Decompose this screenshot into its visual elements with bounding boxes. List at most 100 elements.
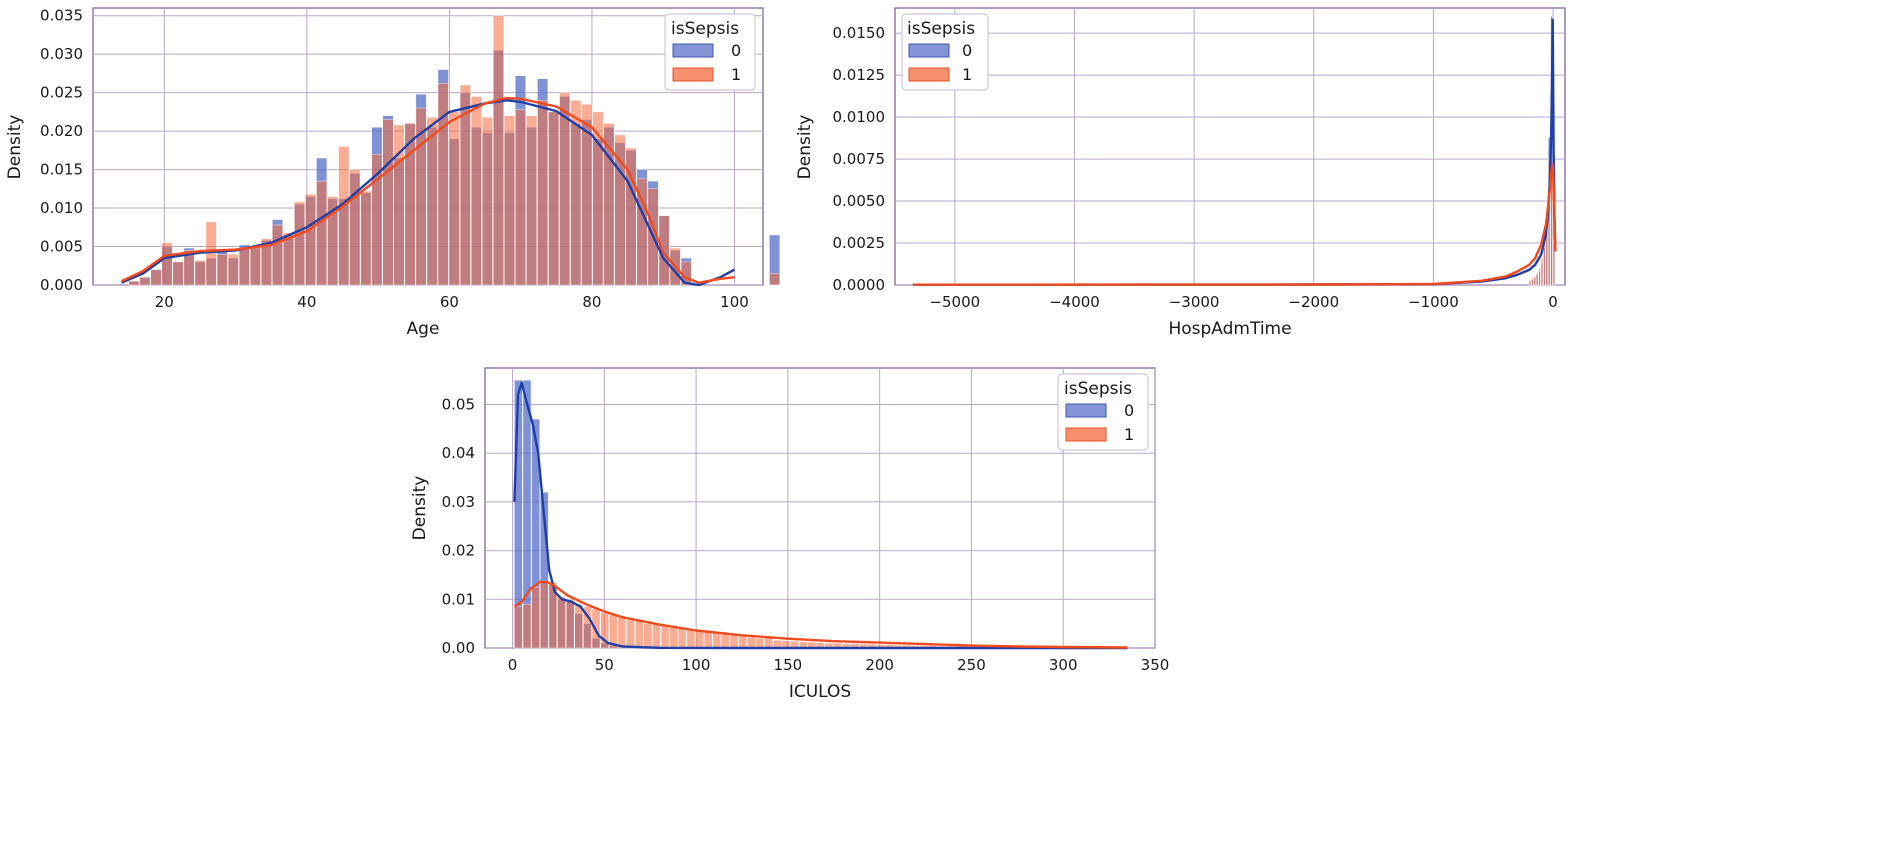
y-tick-label: 0.020	[40, 122, 83, 140]
kde-line-1	[513, 580, 1128, 649]
kde-curves	[120, 96, 736, 287]
x-tick-label: 150	[774, 656, 803, 674]
bar-series-1	[448, 111, 460, 286]
x-tick-label: 60	[440, 293, 459, 311]
y-tick-label: 0.0075	[833, 150, 886, 168]
y-tick-label: 0.04	[442, 444, 475, 462]
bar-series-1	[574, 603, 583, 649]
x-tick-label: 80	[582, 293, 601, 311]
bar-series-1	[1538, 268, 1541, 286]
bar-series-1	[338, 146, 350, 286]
bar-series-1	[526, 115, 538, 286]
bar-series-1	[769, 273, 781, 286]
bar-series-1	[581, 103, 593, 286]
x-tick-label: −2000	[1288, 293, 1339, 311]
kde-line-1	[912, 162, 1557, 286]
bar-series-1	[548, 111, 560, 286]
bar-series-1	[686, 629, 696, 649]
y-tick-label: 0.025	[40, 84, 83, 102]
y-axis-label: Density	[795, 115, 815, 180]
bar-series-1	[559, 92, 571, 286]
hospadmtime-density-panel: −5000 −4000 −3000 −2000 −1000 0 0.0000 0.0025 0.…	[795, 7, 1566, 339]
bar-series-1	[437, 83, 449, 286]
legend-label-1: 1	[1124, 425, 1134, 444]
bar-series-1	[634, 621, 644, 649]
age-density-panel: 20 40 60 80 100 0.000 0.005 0.010 0.015 0.020 0.02…	[5, 7, 781, 339]
bar-series-1	[493, 15, 504, 286]
y-tick-label: 0.005	[40, 238, 83, 256]
bar-series-1	[557, 596, 566, 649]
bar-series-1	[583, 606, 592, 649]
bar-series-1	[1540, 257, 1544, 286]
y-axis-label: Density	[410, 476, 430, 541]
bar-series-1	[712, 633, 722, 649]
bar-series-1	[139, 277, 151, 286]
bar-series-1	[371, 153, 383, 286]
x-axis-label: HospAdmTime	[1168, 319, 1291, 339]
x-tick-label: 40	[297, 293, 316, 311]
x-tick-label: 350	[1141, 656, 1170, 674]
legend-swatch-1	[672, 67, 714, 82]
legend-label-0: 0	[1124, 401, 1134, 420]
bar-series-1	[614, 134, 626, 286]
bar-series-1	[261, 238, 272, 286]
bar-series-1	[515, 109, 526, 286]
bar-series-1	[305, 194, 317, 286]
x-tick-label: −4000	[1049, 293, 1100, 311]
x-tick-label: 100	[682, 656, 711, 674]
y-tick-label: 0.01	[442, 590, 475, 608]
tick-labels: 0 50 100 150 200 250 300 350 0.00 0.01 0.02 0.03 0.0…	[442, 396, 1170, 674]
bar-series-1	[283, 232, 294, 286]
y-tick-label: 0.0150	[833, 24, 886, 42]
bar-series-1	[603, 123, 615, 286]
x-tick-label: 300	[1049, 656, 1078, 674]
legend-title: isSepsis	[1064, 379, 1132, 399]
x-tick-label: 250	[957, 656, 986, 674]
bar-series-1	[1528, 279, 1532, 286]
bar-series-1	[205, 221, 217, 286]
x-tick-label: 50	[595, 656, 614, 674]
bar-series-1	[721, 634, 730, 649]
x-tick-label: −3000	[1169, 293, 1220, 311]
bar-series-1	[272, 224, 283, 286]
y-tick-label: 0.02	[442, 542, 475, 560]
bar-series-1	[393, 124, 405, 286]
y-tick-label: 0.010	[40, 199, 83, 217]
y-tick-label: 0.0100	[833, 108, 886, 126]
bar-series-1	[327, 196, 339, 286]
y-axis-label: Density	[5, 115, 25, 180]
bar-series-1	[626, 619, 635, 649]
bar-series-1	[238, 247, 250, 286]
bar-series-1	[660, 625, 670, 649]
tick-labels: −5000 −4000 −3000 −2000 −1000 0 0.0000 0.0025 0.…	[833, 24, 1558, 311]
y-tick-label: 0.030	[40, 45, 83, 63]
bar-series-1	[227, 254, 239, 286]
legend-label-0: 0	[731, 41, 741, 60]
bar-series-1	[382, 119, 394, 286]
y-tick-label: 0.00	[442, 639, 475, 657]
bar-series-1	[755, 638, 765, 649]
bar-series-1	[216, 254, 228, 286]
bars	[128, 15, 781, 286]
bar-series-1	[636, 178, 648, 286]
y-tick-label: 0.000	[40, 276, 83, 294]
bar-series-1	[415, 107, 427, 286]
plot-frame	[484, 367, 1156, 649]
bar-series-1	[617, 617, 627, 649]
legend-swatch-0	[1065, 403, 1107, 418]
bar-series-1	[470, 96, 482, 286]
bar-series-1	[1531, 278, 1534, 286]
legend: isSepsis 0 1	[1057, 373, 1149, 451]
x-tick-label: 0	[508, 656, 518, 674]
x-tick-label: 200	[865, 656, 894, 674]
legend-title: isSepsis	[671, 19, 739, 39]
bar-series-1	[349, 169, 361, 286]
y-tick-label: 0.0050	[833, 192, 886, 210]
bar-series-1	[643, 623, 653, 649]
bar-series-1	[729, 635, 739, 649]
plot-frame	[894, 7, 1566, 286]
x-tick-label: −5000	[929, 293, 980, 311]
bar-series-1	[652, 624, 661, 649]
y-tick-label: 0.0025	[833, 234, 886, 252]
bar-series-1	[316, 180, 328, 286]
